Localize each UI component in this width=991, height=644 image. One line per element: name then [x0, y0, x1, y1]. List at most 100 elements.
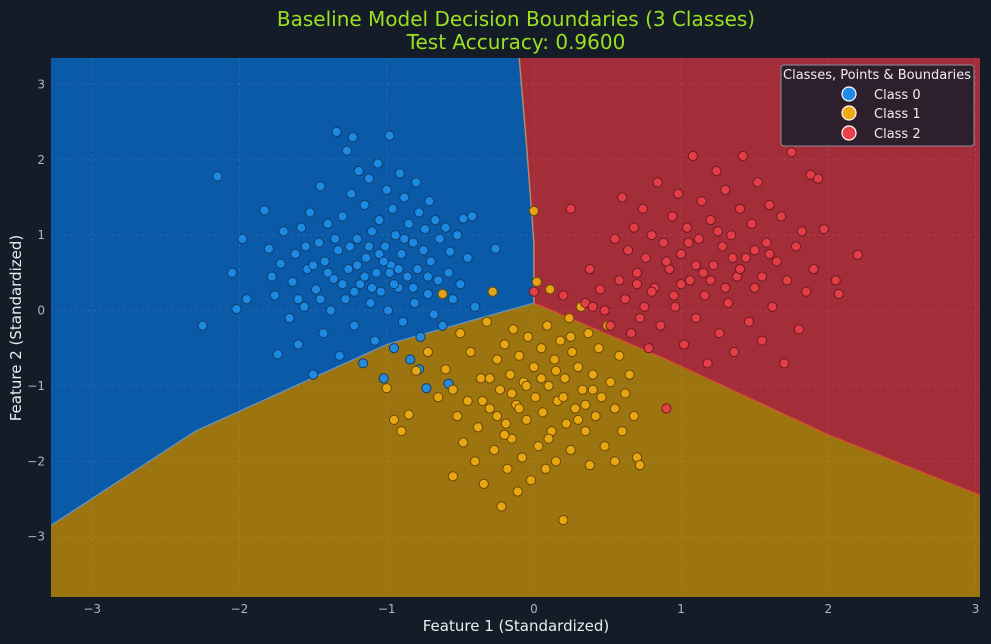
point-class-1 — [440, 364, 451, 375]
legend-marker-class-2 — [841, 125, 857, 141]
point-class-1 — [422, 346, 433, 358]
decision-region-class-2 — [519, 58, 980, 496]
point-class-2 — [764, 248, 775, 260]
point-class-2 — [679, 339, 690, 350]
point-class-2 — [705, 215, 716, 226]
point-class-2 — [734, 264, 746, 275]
point-class-1 — [555, 335, 566, 346]
point-class-2 — [764, 199, 775, 211]
point-class-1 — [540, 463, 551, 474]
point-class-0 — [344, 241, 355, 252]
point-class-2 — [790, 241, 802, 252]
point-class-0 — [266, 271, 277, 282]
point-class-0 — [318, 328, 329, 339]
y-tick-label: 2 — [37, 153, 45, 167]
point-class-0 — [394, 168, 405, 179]
point-class-0 — [371, 267, 382, 278]
point-class-1 — [549, 354, 560, 365]
point-class-1 — [521, 414, 532, 425]
point-class-1 — [447, 384, 458, 395]
point-class-0 — [372, 158, 383, 169]
point-class-2 — [743, 316, 755, 327]
point-class-1 — [609, 403, 621, 414]
point-class-1 — [624, 369, 635, 380]
point-class-0 — [419, 224, 431, 235]
boundary-lines — [51, 58, 980, 526]
point-class-0 — [384, 130, 395, 141]
point-class-1 — [583, 328, 594, 339]
point-class-2 — [646, 286, 657, 297]
point-class-2 — [714, 328, 725, 339]
point-class-2 — [684, 275, 696, 286]
point-class-1 — [492, 411, 503, 422]
point-class-0 — [296, 222, 307, 233]
point-class-2 — [793, 324, 805, 335]
point-class-1 — [587, 384, 598, 395]
point-class-1 — [543, 380, 554, 391]
point-class-0 — [408, 237, 419, 248]
point-class-0 — [231, 303, 242, 315]
point-class-0 — [355, 279, 366, 290]
point-class-0 — [469, 301, 481, 312]
point-class-1 — [573, 414, 584, 425]
point-class-0 — [414, 207, 425, 218]
point-class-0 — [361, 252, 372, 263]
point-class-0 — [315, 181, 326, 192]
x-tick-label: −1 — [378, 602, 396, 616]
point-class-0 — [308, 260, 319, 271]
point-class-1 — [590, 411, 601, 422]
y-tick-label: −3 — [27, 530, 45, 544]
point-class-1 — [489, 444, 500, 456]
legend: Classes, Points & Boundaries Class 0 Cla… — [780, 64, 975, 147]
point-class-2 — [599, 305, 610, 316]
y-tick-label: −1 — [27, 379, 45, 393]
point-class-1 — [550, 365, 562, 376]
point-class-0 — [388, 343, 400, 354]
point-class-1 — [584, 460, 595, 471]
point-class-1 — [472, 422, 484, 433]
legend-label-class-1: Class 1 — [874, 107, 921, 122]
point-class-2 — [776, 211, 787, 222]
x-tick-label: 1 — [677, 602, 685, 616]
point-class-0 — [405, 354, 416, 365]
point-class-2 — [720, 184, 731, 195]
point-class-0 — [365, 297, 376, 309]
point-class-2 — [752, 177, 763, 188]
point-class-1 — [565, 331, 576, 342]
point-class-0 — [241, 294, 252, 305]
point-class-1 — [492, 354, 503, 365]
point-class-2 — [614, 275, 625, 286]
point-class-1 — [521, 380, 532, 391]
point-class-2 — [723, 297, 734, 309]
point-class-1 — [545, 284, 556, 295]
point-class-0 — [325, 305, 336, 316]
point-class-1 — [381, 383, 392, 394]
point-class-0 — [347, 132, 358, 143]
point-class-2 — [631, 267, 643, 278]
point-class-2 — [693, 233, 704, 244]
scatter-points — [197, 126, 863, 526]
point-class-1 — [525, 475, 537, 486]
y-axis-label: Feature 2 (Standardized) — [7, 235, 25, 422]
point-class-2 — [646, 230, 657, 241]
point-class-2 — [740, 252, 752, 263]
point-class-2 — [683, 237, 694, 248]
point-class-1 — [484, 403, 495, 414]
point-class-1 — [475, 373, 486, 384]
point-class-0 — [411, 177, 422, 188]
point-class-0 — [237, 233, 248, 244]
point-class-2 — [676, 248, 687, 260]
point-class-1 — [580, 399, 591, 410]
point-class-0 — [227, 267, 238, 278]
point-class-0 — [333, 245, 344, 256]
point-class-2 — [711, 166, 722, 177]
point-class-2 — [712, 226, 724, 237]
point-class-2 — [643, 343, 654, 354]
axis-ticks: −3 −2 −1 0 1 2 3 −3 −2 −1 0 1 2 3 — [27, 77, 979, 616]
point-class-0 — [458, 213, 469, 224]
x-tick-label: 3 — [972, 602, 980, 616]
point-class-0 — [343, 264, 354, 275]
point-class-2 — [696, 196, 707, 207]
x-tick-label: 0 — [530, 602, 538, 616]
point-class-0 — [374, 248, 385, 260]
